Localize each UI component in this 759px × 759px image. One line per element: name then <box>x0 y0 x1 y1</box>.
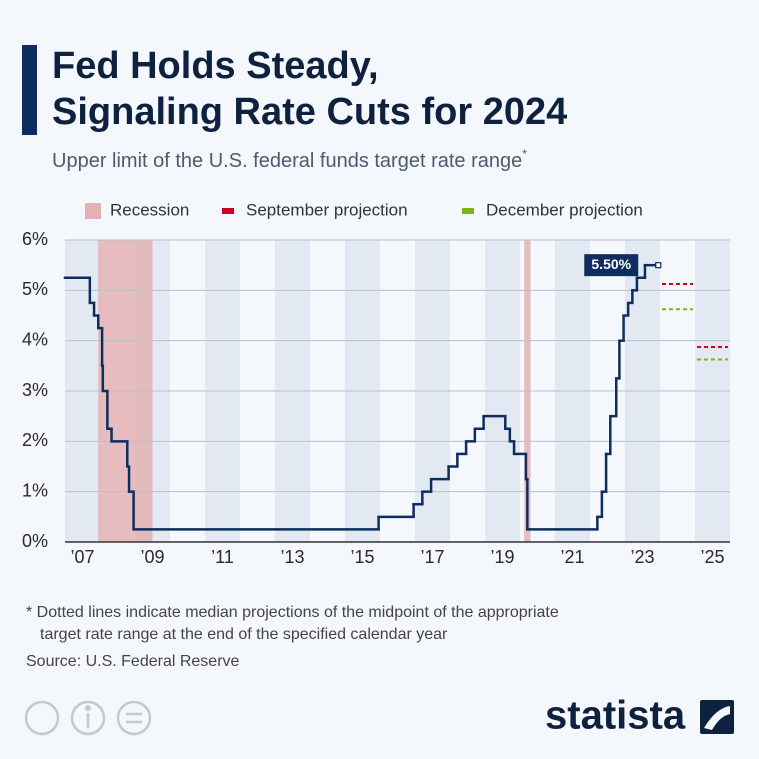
y-tick-label: 6% <box>22 229 48 249</box>
title-bar <box>22 45 37 135</box>
brand: statista <box>545 694 686 738</box>
x-tick-label: ’11 <box>211 547 234 567</box>
legend-swatch <box>462 208 474 214</box>
chart-title: Signaling Rate Cuts for 2024 <box>52 91 567 133</box>
footnote: * Dotted lines indicate median projectio… <box>26 604 559 621</box>
legend-label: December projection <box>486 200 643 219</box>
subtitle: Upper limit of the U.S. federal funds ta… <box>52 147 527 172</box>
subtitle-mark: * <box>522 147 527 161</box>
legend-swatch <box>222 208 234 214</box>
y-tick-label: 5% <box>22 279 48 299</box>
x-tick-label: ’09 <box>140 547 164 567</box>
x-tick-label: ’23 <box>630 547 654 567</box>
y-tick-label: 4% <box>22 329 48 349</box>
y-tick-label: 1% <box>22 480 48 500</box>
plot: 0% 1% 2% 3% 4% 5% 6% ’07 ’09 ’11 ’13 ’15 ’17 ’19 ’21 ’2… <box>22 200 730 567</box>
end-marker <box>655 262 662 269</box>
x-tick-label: ’13 <box>280 547 304 567</box>
y-tick-label: 2% <box>22 430 48 450</box>
license-icons <box>24 700 152 736</box>
chart-title: Fed Holds Steady, <box>52 45 379 87</box>
legend-label: Recession <box>110 200 189 219</box>
brand-logo <box>700 700 734 734</box>
x-tick-label: ’17 <box>420 547 444 567</box>
x-tick-label: ’21 <box>560 547 584 567</box>
y-tick-label: 0% <box>22 531 48 551</box>
legend-swatch <box>85 203 101 219</box>
x-tick-label: ’15 <box>350 547 374 567</box>
legend-label: September projection <box>246 200 408 219</box>
source: Source: U.S. Federal Reserve <box>26 653 240 670</box>
annotation-box <box>584 254 639 277</box>
footnote: target rate range at the end of the spec… <box>40 626 448 643</box>
x-tick-label: ’19 <box>490 547 514 567</box>
annotation: 5.50% <box>591 256 631 272</box>
y-tick-label: 3% <box>22 380 48 400</box>
x-tick-label: ’25 <box>700 547 724 567</box>
x-tick-label: ’07 <box>70 547 94 567</box>
subtitle-text: Upper limit of the U.S. federal funds ta… <box>52 150 522 172</box>
